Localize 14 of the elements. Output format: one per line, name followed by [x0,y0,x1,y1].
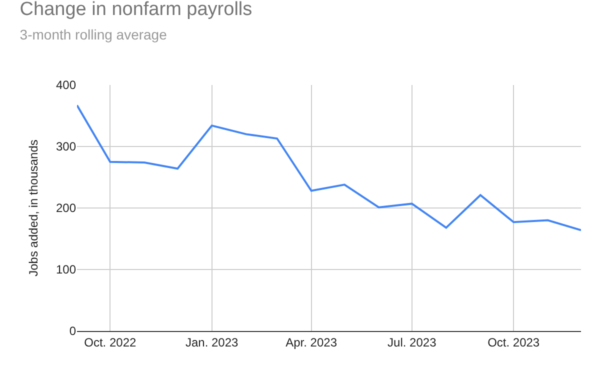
y-tick-label: 200 [56,201,76,216]
y-tick-label: 300 [56,140,76,154]
chart-subtitle: 3-month rolling average [20,26,168,43]
x-tick-label: Apr. 2023 [286,335,338,350]
x-tick-label: Oct. 2023 [488,335,540,350]
chart-title: Change in nonfarm payrolls [20,0,252,20]
y-tick-label: 0 [69,324,76,338]
line-series [77,104,581,232]
y-tick-label: 400 [56,78,76,92]
y-axis-title: Jobs added, in thousands [26,140,40,276]
x-tick-label: Jan. 2023 [185,335,239,350]
y-tick-label: 100 [56,262,76,277]
x-tick-label: Jul. 2023 [388,335,437,350]
x-tick-label: Oct. 2022 [84,335,136,350]
